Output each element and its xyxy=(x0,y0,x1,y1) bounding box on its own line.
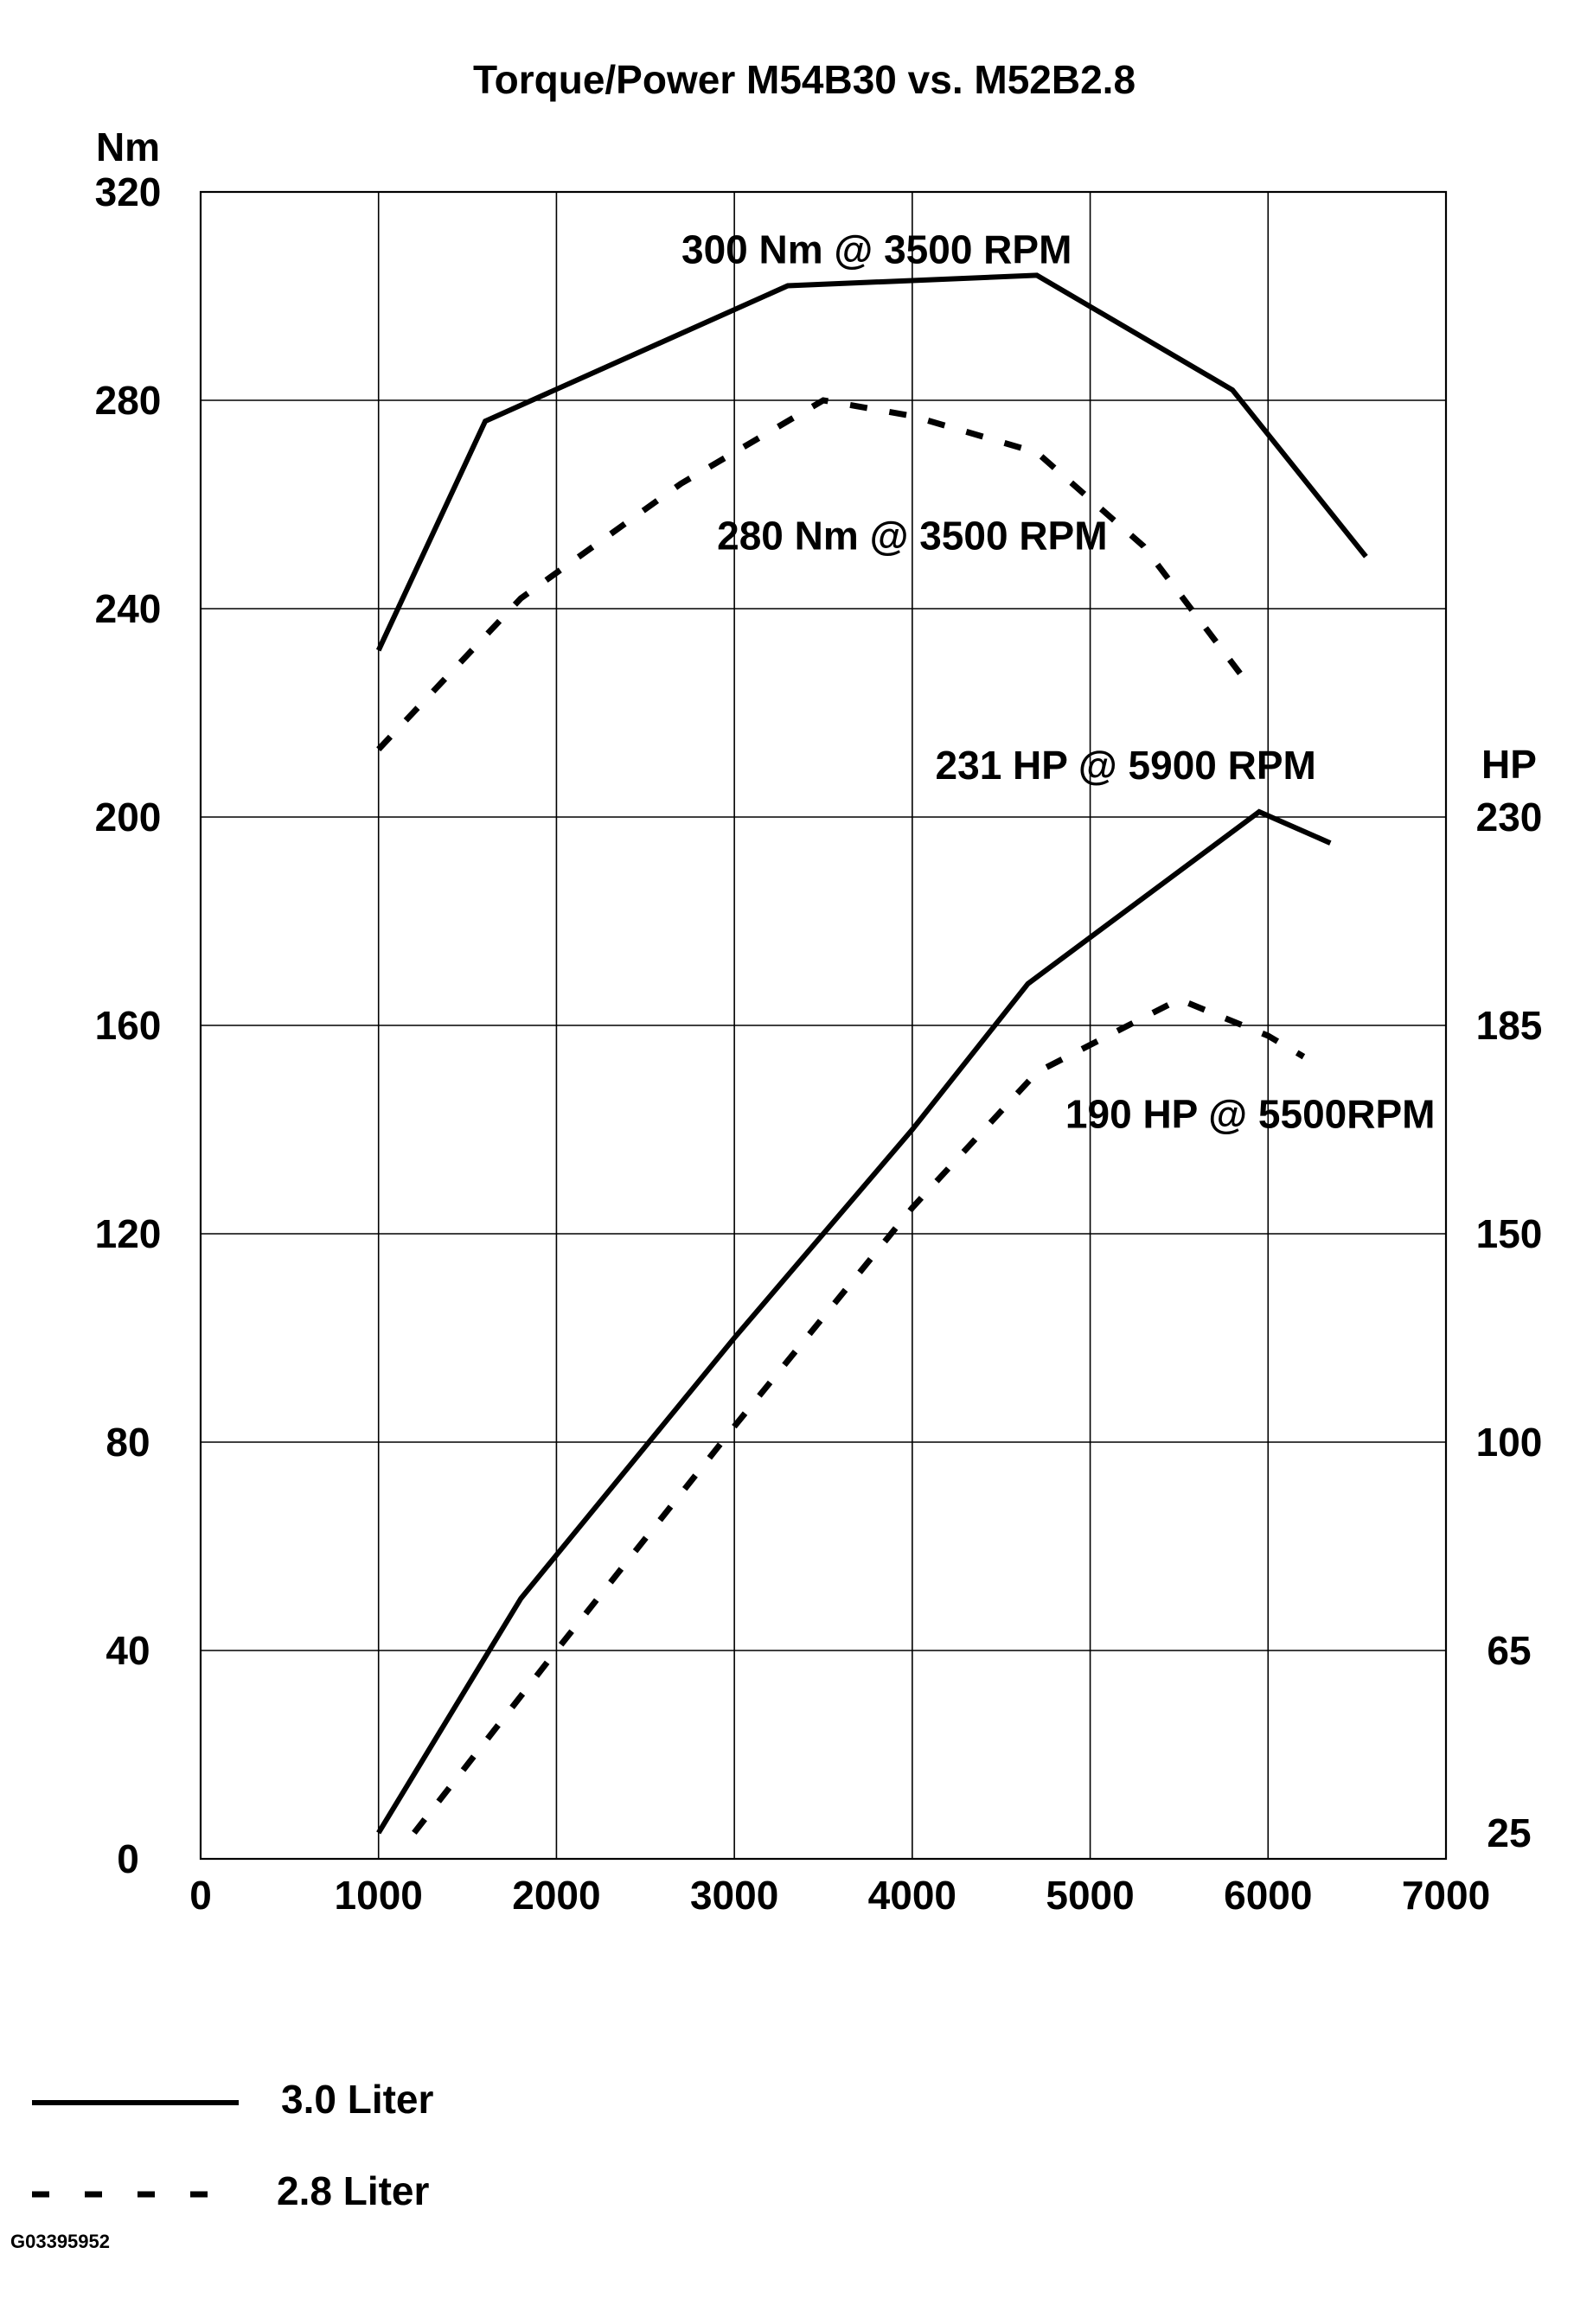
y-left-tick-label: 80 xyxy=(106,1420,150,1465)
series-3-0-liter-torque-line xyxy=(375,272,1368,652)
figure-id: G03395952 xyxy=(10,2231,110,2252)
x-tick-label: 1000 xyxy=(335,1873,423,1918)
y-right-tick-label: 185 xyxy=(1476,1003,1543,1048)
y-right-tick-label: 150 xyxy=(1476,1211,1543,1256)
annotations: 300 Nm @ 3500 RPM 280 Nm @ 3500 RPM 231 HP… xyxy=(681,227,1435,1136)
x-tick-label: 4000 xyxy=(868,1873,956,1918)
x-tick-label: 6000 xyxy=(1224,1873,1312,1918)
y-right-axis-label: HP xyxy=(1481,742,1537,787)
annotation-label: 231 HP @ 5900 RPM xyxy=(936,743,1316,788)
y-right-tick-label: 65 xyxy=(1487,1628,1531,1673)
y-left-tick-label: 200 xyxy=(95,795,162,840)
legend-label-2-8-liter: 2.8 Liter xyxy=(277,2168,430,2213)
legend-label-3-0-liter: 3.0 Liter xyxy=(281,2077,434,2122)
y-left-tick-label: 320 xyxy=(95,169,162,214)
y-left-tick-label: 240 xyxy=(95,586,162,631)
series-lines xyxy=(375,272,1368,1836)
y-left-axis-label: Nm xyxy=(96,124,160,169)
legend: 3.0 Liter 2.8 Liter xyxy=(32,2077,434,2213)
series-3-0-liter-power-line xyxy=(376,808,1332,1835)
y-left-tick-label: 280 xyxy=(95,378,162,423)
annotation-label: 300 Nm @ 3500 RPM xyxy=(681,227,1072,271)
y-left-tick-label: 160 xyxy=(95,1003,162,1048)
annotation-label: 280 Nm @ 3500 RPM xyxy=(717,514,1107,559)
y-left-tick-label: 120 xyxy=(95,1211,162,1256)
x-tick-label: 3000 xyxy=(690,1873,778,1918)
x-tick-label: 5000 xyxy=(1046,1873,1134,1918)
y-right-tick-label: 25 xyxy=(1487,1810,1531,1855)
grid xyxy=(199,190,1448,1861)
annotation-label: 190 HP @ 5500RPM xyxy=(1065,1091,1436,1136)
y-right-tick-label: 230 xyxy=(1476,795,1543,840)
x-tick-label: 7000 xyxy=(1402,1873,1490,1918)
x-tick-label: 0 xyxy=(189,1873,212,1918)
y-right-tick-label: 100 xyxy=(1476,1420,1543,1465)
series-2-8-liter-power-line xyxy=(412,996,1306,1836)
y-left-tick-label: 40 xyxy=(106,1628,150,1673)
x-tick-label: 2000 xyxy=(512,1873,600,1918)
axis-ticks: 0 1000 2000 3000 4000 5000 6000 7000 0 40 80 120 160… xyxy=(95,169,1543,1918)
y-left-tick-label: 0 xyxy=(117,1836,139,1881)
chart-title: Torque/Power M54B30 vs. M52B2.8 xyxy=(473,57,1136,102)
series-2-8-liter-torque-line xyxy=(376,397,1253,752)
